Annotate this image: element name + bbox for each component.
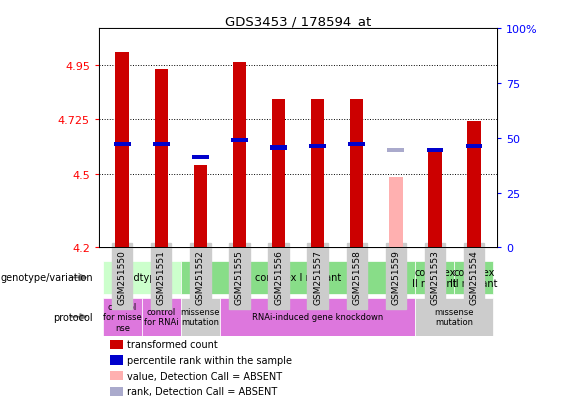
Bar bbox=[310, 145, 326, 149]
Bar bbox=[231, 139, 247, 143]
Text: missense
mutation: missense mutation bbox=[434, 307, 474, 327]
Bar bbox=[103, 261, 181, 294]
Bar bbox=[311, 100, 324, 248]
Text: genotype/variation: genotype/variation bbox=[1, 273, 93, 283]
Bar bbox=[114, 142, 131, 147]
Text: control
for RNAi: control for RNAi bbox=[144, 307, 179, 327]
Bar bbox=[466, 145, 482, 149]
Bar bbox=[153, 142, 170, 147]
Bar bbox=[415, 298, 493, 336]
Bar bbox=[220, 298, 415, 336]
Text: RNAi-induced gene knockdown: RNAi-induced gene knockdown bbox=[252, 313, 383, 321]
Text: percentile rank within the sample: percentile rank within the sample bbox=[127, 355, 292, 365]
Bar bbox=[272, 100, 285, 248]
Bar bbox=[154, 70, 168, 248]
Bar bbox=[181, 261, 415, 294]
Text: value, Detection Call = ABSENT: value, Detection Call = ABSENT bbox=[127, 371, 282, 381]
Bar bbox=[142, 298, 181, 336]
Text: complex I mutant: complex I mutant bbox=[255, 273, 341, 283]
Text: missense
mutation: missense mutation bbox=[181, 307, 220, 327]
Bar bbox=[181, 298, 220, 336]
Bar bbox=[349, 142, 365, 147]
Text: rank, Detection Call = ABSENT: rank, Detection Call = ABSENT bbox=[127, 387, 277, 396]
Bar bbox=[192, 156, 208, 160]
Bar bbox=[427, 148, 443, 153]
Text: complex
III mutant: complex III mutant bbox=[450, 267, 498, 289]
Text: wildtype: wildtype bbox=[121, 273, 163, 283]
Bar bbox=[428, 153, 442, 248]
Bar bbox=[270, 146, 286, 150]
Text: complex
II mutant: complex II mutant bbox=[412, 267, 457, 289]
Bar bbox=[415, 261, 454, 294]
Bar bbox=[233, 63, 246, 248]
Bar bbox=[115, 53, 129, 248]
Bar bbox=[103, 298, 142, 336]
Bar bbox=[350, 100, 363, 248]
Text: protocol: protocol bbox=[54, 312, 93, 322]
Text: control
for misse
nse: control for misse nse bbox=[103, 302, 142, 332]
Bar bbox=[467, 121, 481, 248]
Bar bbox=[389, 177, 402, 248]
Text: transformed count: transformed count bbox=[127, 339, 218, 349]
Bar bbox=[194, 165, 207, 248]
Title: GDS3453 / 178594_at: GDS3453 / 178594_at bbox=[225, 15, 371, 28]
Bar bbox=[454, 261, 493, 294]
Bar bbox=[388, 148, 404, 153]
